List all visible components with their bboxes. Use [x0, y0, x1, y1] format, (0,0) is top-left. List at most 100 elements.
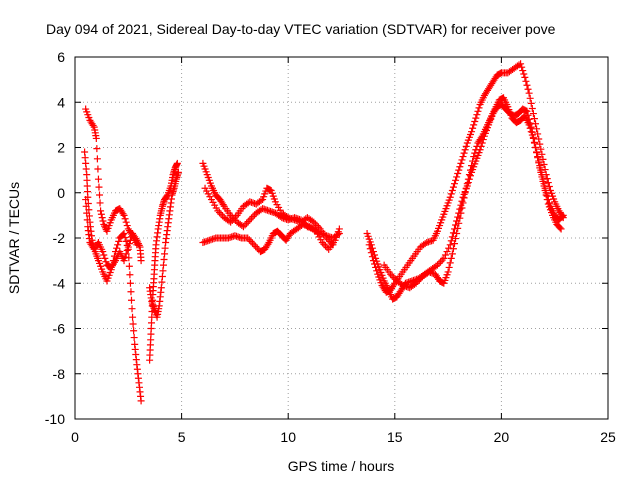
data-point	[247, 214, 255, 222]
x-tick-label: 25	[600, 429, 616, 445]
data-point	[460, 149, 468, 157]
data-point	[448, 250, 456, 258]
data-point	[528, 131, 536, 139]
data-point	[313, 222, 321, 230]
data-point	[127, 296, 135, 304]
data-point	[469, 124, 477, 132]
data-point	[542, 189, 550, 197]
data-point	[447, 254, 455, 262]
data-point	[533, 125, 541, 133]
data-point	[538, 171, 546, 179]
data-point	[124, 243, 132, 251]
data-point	[318, 239, 326, 247]
data-point	[455, 166, 463, 174]
chart-title: Day 094 of 2021, Sidereal Day-to-day VTE…	[46, 21, 556, 37]
data-point	[243, 219, 251, 227]
y-tick-label: 2	[57, 140, 65, 156]
data-point	[415, 276, 423, 284]
data-point	[82, 196, 90, 204]
data-point	[455, 219, 463, 227]
series-track-g	[199, 220, 343, 256]
data-point	[445, 263, 453, 271]
data-point	[113, 244, 121, 252]
data-point	[472, 146, 480, 154]
data-point	[458, 156, 466, 164]
data-point	[326, 237, 334, 245]
data-point	[446, 193, 454, 201]
data-point	[543, 192, 551, 200]
data-point	[529, 134, 537, 142]
data-point	[468, 162, 476, 170]
x-tick-label: 5	[178, 429, 186, 445]
data-point	[122, 250, 130, 258]
data-point	[444, 268, 452, 276]
data-point	[534, 153, 542, 161]
series-track-j	[365, 60, 567, 296]
data-point	[257, 197, 265, 205]
data-point	[527, 99, 535, 107]
data-point	[462, 184, 470, 192]
data-point	[230, 215, 238, 223]
data-point	[102, 258, 110, 266]
data-point	[471, 117, 479, 125]
data-point	[82, 202, 90, 210]
x-axis: 0 5 10 15 20 25	[71, 57, 616, 445]
data-point	[92, 134, 100, 142]
data-point	[245, 236, 253, 244]
data-point	[529, 110, 537, 118]
data-point	[97, 207, 105, 215]
series-track-e	[146, 168, 182, 321]
data-point	[174, 168, 182, 176]
series-track-b	[81, 148, 145, 405]
data-point	[248, 239, 256, 247]
y-tick-label: -2	[53, 230, 66, 246]
data-point	[518, 63, 526, 71]
data-point	[517, 60, 525, 68]
data-point	[250, 241, 258, 249]
data-point	[473, 142, 481, 150]
data-point	[125, 262, 133, 270]
data-point	[135, 241, 143, 249]
data-point	[368, 253, 376, 261]
data-point	[526, 124, 534, 132]
data-point	[126, 271, 134, 279]
data-point	[521, 73, 529, 81]
data-point	[532, 120, 540, 128]
data-point	[528, 104, 536, 112]
data-point	[365, 241, 373, 249]
data-point	[412, 279, 420, 287]
data-point	[458, 204, 466, 212]
data-point	[94, 175, 102, 183]
data-point	[97, 210, 105, 218]
data-point	[215, 209, 223, 217]
data-point	[523, 81, 531, 89]
data-point	[134, 238, 142, 246]
data-point	[446, 241, 454, 249]
data-point	[539, 155, 547, 163]
data-point	[134, 240, 142, 248]
data-point	[99, 217, 107, 225]
data-point	[89, 121, 97, 129]
data-point	[452, 235, 460, 243]
data-point	[461, 189, 469, 197]
data-point	[437, 258, 445, 266]
data-point	[472, 114, 480, 122]
data-point	[129, 320, 137, 328]
data-point	[83, 209, 91, 217]
data-point	[433, 261, 441, 269]
data-point	[323, 234, 331, 242]
data-point	[464, 175, 472, 183]
data-point	[83, 216, 91, 224]
data-point	[558, 213, 566, 221]
x-tick-label: 15	[387, 429, 403, 445]
data-point	[217, 210, 225, 218]
data-point	[219, 201, 227, 209]
data-point	[322, 242, 330, 250]
data-point	[438, 256, 446, 264]
data-point	[390, 281, 398, 289]
data-point	[448, 233, 456, 241]
data-point	[123, 222, 131, 230]
data-point	[101, 254, 109, 262]
data-point	[137, 397, 145, 405]
